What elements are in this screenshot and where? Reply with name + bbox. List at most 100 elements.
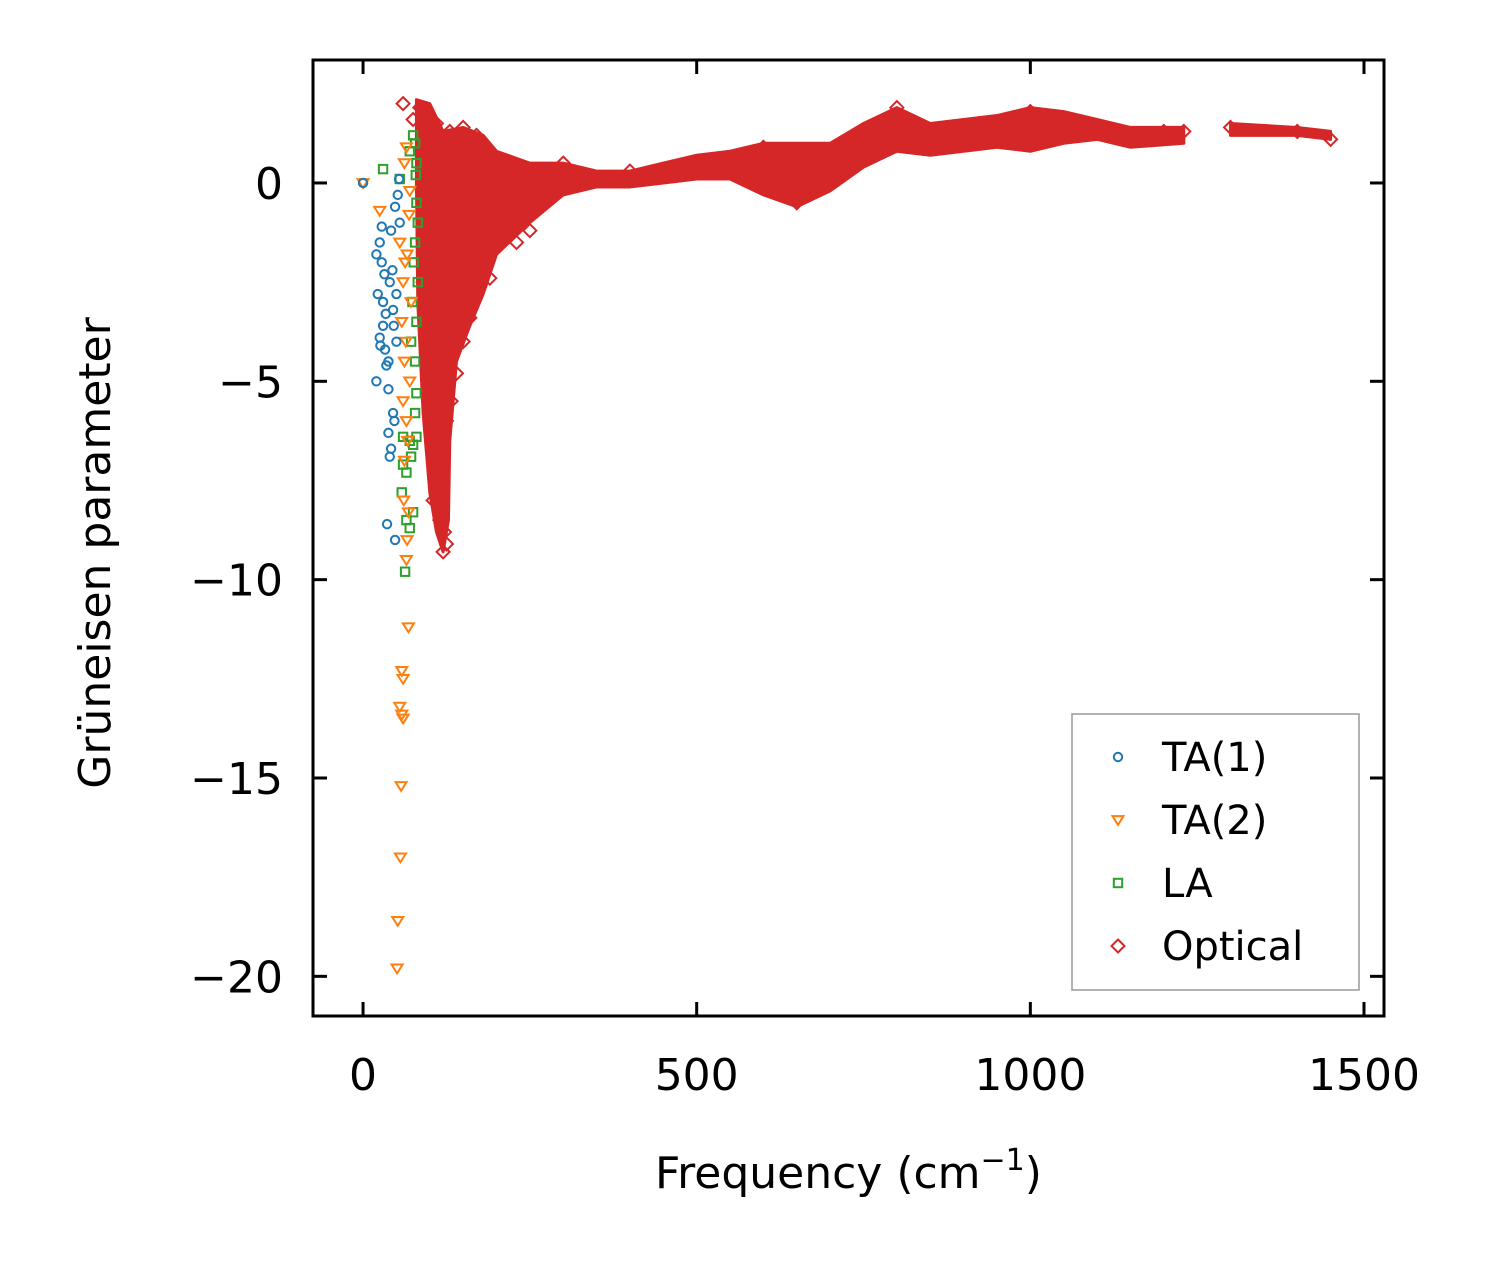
y-tick-label: −5 [218,357,283,408]
data-point [411,388,422,399]
data-point [392,701,408,714]
data-point [411,99,428,116]
data-point [392,237,408,250]
data-point [409,407,421,419]
data-point [521,222,538,239]
data-point [481,270,498,287]
y-tick-label: −10 [190,556,283,607]
data-point [468,127,485,144]
x-tick-label: 1000 [974,1050,1086,1101]
data-point [401,467,412,478]
data-point [387,265,398,276]
data-point [377,163,389,175]
data-point [1175,123,1192,140]
data-point [393,781,409,793]
data-point [409,356,421,367]
data-point [401,622,416,635]
data-point [411,197,422,209]
data-point [835,135,852,152]
data-point [376,221,387,232]
data-point [402,186,418,198]
data-point [397,356,412,369]
data-point [384,451,395,462]
data-point [461,309,478,326]
data-point [372,288,383,300]
data-point [397,257,413,270]
data-point [389,534,401,546]
x-tick-label: 500 [655,1050,739,1101]
data-point [394,316,410,329]
data-point [399,566,411,577]
series-la [377,130,423,577]
data-point [395,396,411,408]
y-tick-label: 0 [255,159,283,210]
data-point [401,507,416,520]
data-point [412,217,423,228]
data-point [379,269,390,280]
y-axis-label: Grüneisen parameter [70,316,121,788]
data-point [788,194,805,211]
data-point [409,237,421,248]
legend-label: TA(1) [1161,735,1267,781]
plot-area [355,95,1339,976]
data-point [888,99,905,116]
series-ta-2- [355,142,419,976]
data-point [405,111,422,128]
data-point [371,376,382,387]
data-point [392,189,403,201]
x-axis-label: Frequency (cm−1) [655,1143,1042,1199]
data-point [427,432,444,449]
data-point [1222,119,1239,136]
data-point [399,249,415,262]
legend-marker [1110,815,1126,827]
data-point [388,320,399,331]
data-point [421,385,438,402]
data-point [372,205,388,218]
plot-frame [311,58,1386,1018]
data-point [391,288,402,300]
data-point [410,169,421,181]
legend-label: Optical [1162,924,1303,970]
data-point [383,384,394,395]
data-point [391,336,402,347]
data-point [395,713,411,726]
data-point [438,536,455,552]
data-point [381,518,393,530]
data-point [455,333,472,350]
legend-marker [1112,751,1124,763]
optical-band-high [1229,121,1333,141]
legend-marker [1112,877,1124,889]
data-point [415,274,432,291]
data-point [357,177,369,189]
data-point [418,345,435,362]
data-point [375,340,386,351]
data-point [431,512,448,529]
legend-label: TA(2) [1161,798,1267,844]
data-point [411,316,422,328]
data-point [412,276,423,288]
x-tick-label: 0 [349,1050,377,1101]
legend-label: LA [1162,861,1213,907]
data-point [383,427,394,439]
data-point [408,257,419,268]
data-point [429,472,446,489]
data-point [395,95,411,112]
data-point [448,365,465,382]
data-point [380,308,391,320]
data-point [433,452,450,469]
data-point [622,163,638,179]
data-point [400,435,416,448]
data-point [394,666,410,678]
data-point [755,139,772,156]
data-point [455,119,472,136]
data-point [421,325,438,342]
legend-item: Optical [1110,924,1303,970]
data-point [394,217,405,228]
x-ticks: 0 500 1000 1500 [349,60,1420,1101]
data-point [390,915,406,928]
data-point [399,416,414,428]
legend-item: LA [1112,861,1213,907]
y-tick-label: −20 [190,952,283,1003]
data-point [383,356,394,367]
